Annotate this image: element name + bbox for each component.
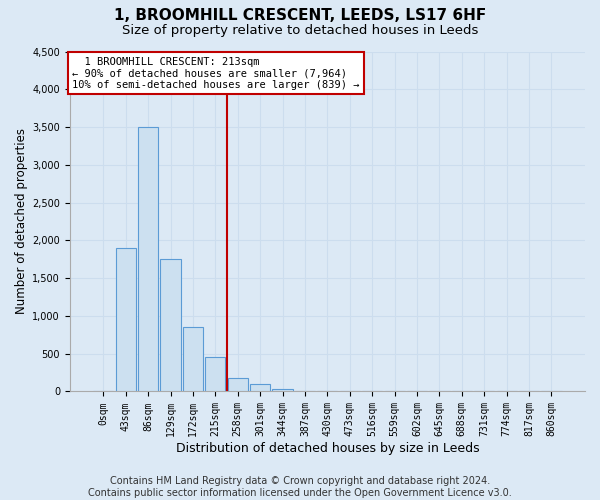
- Bar: [272, 389, 293, 392]
- Bar: [205, 358, 226, 392]
- Text: 1, BROOMHILL CRESCENT, LEEDS, LS17 6HF: 1, BROOMHILL CRESCENT, LEEDS, LS17 6HF: [114, 8, 486, 22]
- Text: Contains HM Land Registry data © Crown copyright and database right 2024.
Contai: Contains HM Land Registry data © Crown c…: [88, 476, 512, 498]
- Bar: [116, 248, 136, 392]
- Y-axis label: Number of detached properties: Number of detached properties: [15, 128, 28, 314]
- Bar: [138, 127, 158, 392]
- Bar: [250, 384, 270, 392]
- Text: Size of property relative to detached houses in Leeds: Size of property relative to detached ho…: [122, 24, 478, 37]
- Bar: [227, 378, 248, 392]
- X-axis label: Distribution of detached houses by size in Leeds: Distribution of detached houses by size …: [176, 442, 479, 455]
- Bar: [160, 260, 181, 392]
- Bar: [183, 328, 203, 392]
- Text: 1 BROOMHILL CRESCENT: 213sqm
← 90% of detached houses are smaller (7,964)
10% of: 1 BROOMHILL CRESCENT: 213sqm ← 90% of de…: [73, 56, 360, 90]
